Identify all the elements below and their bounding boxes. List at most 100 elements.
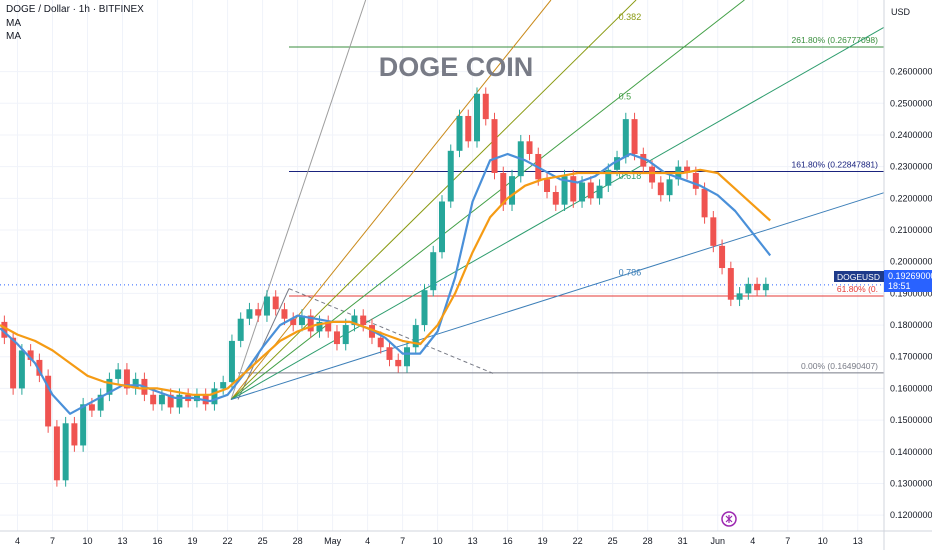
candle-body [710,217,717,246]
x-tick-label: 16 [503,536,513,546]
candle-body [403,347,410,367]
candle-body [684,166,691,173]
candle-body [62,423,69,481]
x-tick-label: 10 [83,536,93,546]
candle-body [132,378,139,389]
indicator-ma-1[interactable]: MA [6,18,21,29]
candle-body [491,119,498,173]
candle-body [692,172,699,189]
candle-body [465,115,472,142]
ma-slow-line [0,168,771,396]
fib-level-label: 161.80% (0.22847881) [792,159,879,169]
candle-body [614,157,621,170]
candle-body [220,382,227,389]
symbol-title[interactable]: DOGE / Dollar · 1h · BITFINEX [6,4,144,15]
x-tick-label: 13 [853,536,863,546]
candle-body [439,201,445,253]
x-tick-label: 13 [468,536,478,546]
candle-body [1,321,8,338]
candle-body [45,375,52,427]
fan-label: 0.786 [619,268,642,278]
x-tick-label: 13 [118,536,128,546]
candle-body [762,283,769,291]
x-tick-label: 7 [50,536,55,546]
x-tick-label: 25 [608,536,618,546]
candle-body [474,93,481,142]
candle-body [150,394,157,405]
candle-body [333,331,340,345]
x-tick-label: 28 [293,536,303,546]
candle-body [509,176,516,205]
candle-body [412,325,419,348]
candle-body [10,337,17,389]
symbol-tag: DOGEUSD [834,271,884,282]
candle-body [97,394,104,411]
last-price: 0.19269000 [888,271,932,281]
candle-body [570,176,577,202]
candle-body [123,369,130,389]
x-tick-label: 25 [258,536,268,546]
candle-body [596,185,603,199]
candle-body [526,141,533,154]
candle-body [298,315,305,326]
candle-body [666,179,673,196]
candle-body [228,340,235,383]
x-tick-label: 7 [400,536,405,546]
fan-line [230,192,885,400]
x-tick-label: 22 [573,536,583,546]
fan-label: 0.5 [619,92,632,102]
candle-body [88,404,95,411]
candle-body [255,309,262,316]
candle-body [316,321,323,332]
candle-body [27,350,34,360]
candle-body [395,359,402,367]
x-tick-label: 22 [223,536,233,546]
candle-body [701,188,708,218]
candle-body [447,150,454,202]
x-tick-label: 7 [785,536,790,546]
candle-body [386,347,393,360]
x-tick-label: 4 [750,536,755,546]
fib-level-label: 61.80% (0. [837,284,878,294]
candle-body [649,166,656,183]
price-series [1,87,769,487]
candle-body [640,153,647,167]
candle-body [263,296,270,316]
fan-label: 0.618 [619,171,642,181]
x-tick-label: 31 [678,536,688,546]
fan-line [230,0,367,400]
snowflake-icon[interactable] [721,511,737,527]
candle-body [377,337,384,348]
candle-body [106,378,113,395]
candle-body [53,426,60,481]
candle-body [657,182,664,196]
fib-extension[interactable]: 261.80% (0.26777098) 161.80% (0.22847881)… [0,35,884,400]
candle-body [307,315,314,332]
candle-body [167,394,174,408]
candle-body [631,119,638,154]
indicator-ma-2[interactable]: MA [6,31,21,42]
fib-anchor-dashed [288,288,496,375]
candle-body [579,182,586,202]
candle-body [281,309,288,319]
candle-body [605,169,612,186]
x-axis-ticks: 4 7 10 13 16 19 22 25 28 May 4 7 10 13 16 19 22 25 28 31 Jun… [15,536,863,546]
x-tick-label: 19 [188,536,198,546]
fib-anchor-line [237,288,290,400]
candle-body [272,296,279,310]
candle-body [80,404,87,446]
candle-body [552,191,559,205]
candle-body [544,179,551,192]
x-tick-label: 4 [15,536,20,546]
